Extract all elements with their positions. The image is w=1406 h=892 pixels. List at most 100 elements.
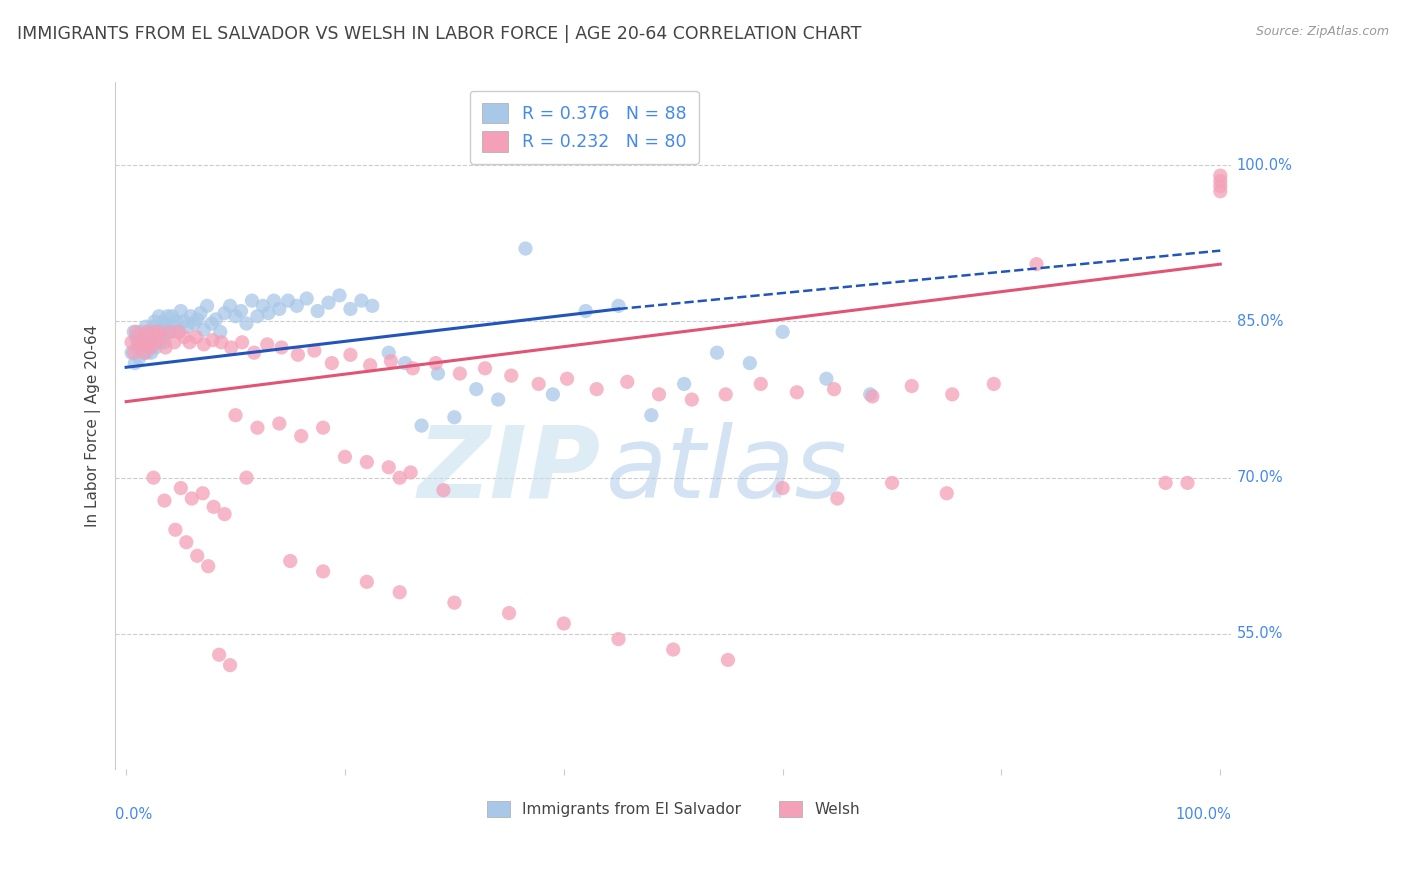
Point (195, 299, 218, 313)
Point (1209, 169, 1232, 183)
Point (1025, 257, 1047, 271)
Point (411, 418, 433, 433)
Point (706, 345, 728, 359)
Point (443, 410, 465, 425)
Point (256, 337, 278, 351)
Text: 0.0%: 0.0% (115, 807, 152, 822)
Point (359, 358, 381, 372)
Point (135, 325, 157, 339)
Point (356, 574, 378, 589)
Text: 70.0%: 70.0% (1237, 470, 1284, 485)
Point (197, 559, 219, 574)
Point (307, 304, 329, 318)
Text: Source: ZipAtlas.com: Source: ZipAtlas.com (1256, 25, 1389, 38)
Point (290, 429, 312, 443)
Point (125, 341, 148, 355)
Point (121, 335, 143, 350)
Point (377, 460, 399, 475)
Point (155, 341, 177, 355)
Point (173, 330, 195, 344)
Point (176, 319, 198, 334)
Point (127, 335, 149, 350)
Point (150, 325, 173, 339)
Point (553, 616, 575, 631)
Point (388, 585, 411, 599)
Point (243, 345, 266, 359)
Point (860, 389, 883, 403)
Text: atlas: atlas (606, 422, 848, 519)
Point (749, 376, 772, 391)
Point (269, 417, 291, 431)
Point (209, 335, 232, 350)
Point (662, 642, 685, 657)
Point (263, 293, 285, 308)
Text: 100.0%: 100.0% (1175, 807, 1232, 822)
Point (186, 549, 208, 563)
Point (235, 471, 257, 485)
Point (202, 500, 225, 514)
Point (285, 299, 308, 313)
Point (191, 486, 214, 500)
Point (159, 325, 181, 339)
Point (143, 314, 166, 328)
Point (717, 653, 740, 667)
Point (153, 493, 176, 508)
Point (128, 351, 150, 365)
Point (246, 420, 269, 434)
Point (166, 314, 188, 328)
Point (827, 491, 849, 506)
Point (278, 554, 301, 568)
Point (134, 335, 156, 350)
Text: 55.0%: 55.0% (1237, 626, 1284, 641)
Point (328, 288, 350, 302)
Point (231, 335, 253, 350)
Point (900, 379, 922, 393)
Point (135, 345, 157, 359)
Point (772, 325, 794, 339)
Text: ZIP: ZIP (418, 422, 600, 519)
Point (527, 376, 550, 391)
Point (486, 392, 509, 407)
Point (193, 323, 215, 337)
Point (269, 301, 291, 316)
Point (170, 304, 193, 318)
Point (339, 348, 361, 362)
Point (1209, 184, 1232, 198)
Point (304, 343, 326, 358)
Point (163, 335, 186, 350)
Point (1154, 475, 1177, 490)
Point (129, 325, 152, 339)
Point (139, 325, 162, 339)
Point (541, 387, 564, 401)
Y-axis label: In Labor Force | Age 20-64: In Labor Force | Age 20-64 (86, 325, 101, 527)
Point (935, 486, 957, 500)
Point (125, 325, 148, 339)
Point (443, 596, 465, 610)
Point (180, 491, 202, 506)
Point (356, 455, 378, 469)
Point (142, 325, 165, 339)
Point (738, 356, 761, 370)
Point (141, 335, 163, 350)
Point (170, 481, 193, 495)
Point (163, 319, 186, 334)
Point (350, 293, 373, 308)
Point (607, 632, 630, 646)
Point (1209, 174, 1232, 188)
Point (295, 292, 318, 306)
Point (152, 314, 174, 328)
Point (786, 385, 808, 400)
Point (501, 368, 523, 383)
Point (714, 387, 737, 401)
Point (219, 341, 242, 355)
Point (153, 335, 176, 350)
Point (607, 299, 630, 313)
Text: 100.0%: 100.0% (1237, 158, 1292, 173)
Point (388, 471, 411, 485)
Point (148, 310, 170, 324)
Point (131, 341, 153, 355)
Point (138, 341, 160, 355)
Point (219, 299, 242, 313)
Point (772, 481, 794, 495)
Point (252, 299, 274, 313)
